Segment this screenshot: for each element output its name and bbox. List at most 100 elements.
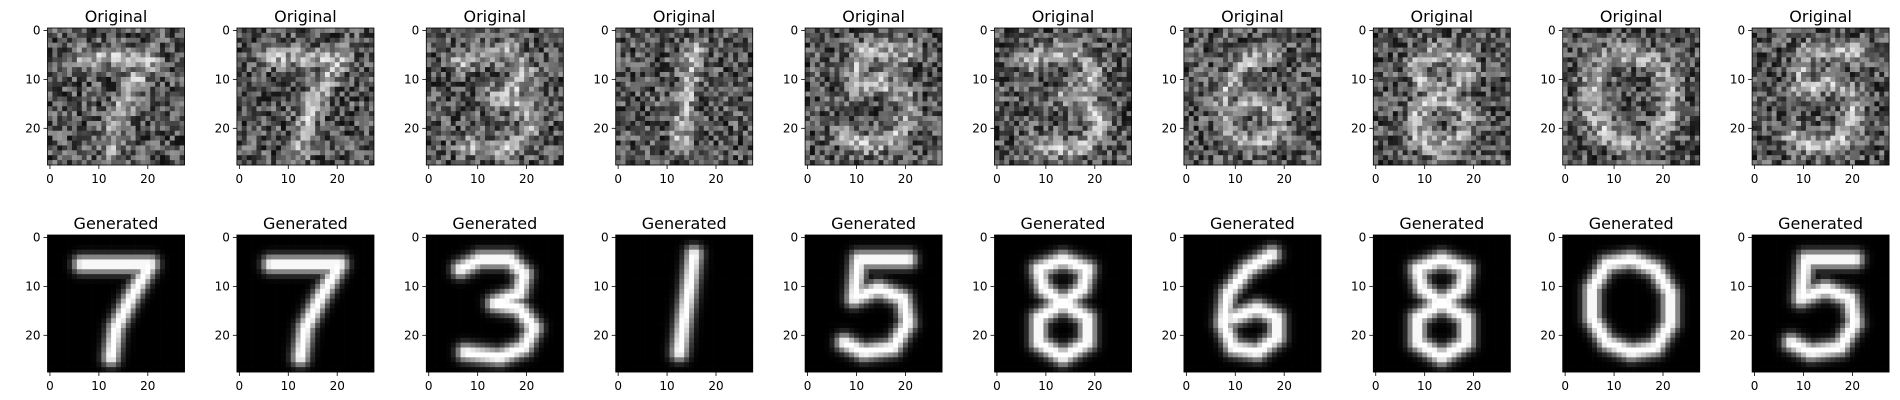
x-tick-label: 0 <box>804 172 812 186</box>
y-tick-label: 20 <box>972 328 987 342</box>
panel-title: Original <box>274 7 337 26</box>
y-tick-label: 20 <box>783 328 798 342</box>
x-tick-label: 0 <box>614 379 622 393</box>
panel-title: Original <box>1789 7 1852 26</box>
digit-image <box>1752 235 1890 373</box>
generated-panel-9: Generated 0 10 20 0 10 20 <box>1540 214 1701 393</box>
y-tick-label: 20 <box>1351 121 1366 135</box>
x-tick-label: 0 <box>1183 379 1191 393</box>
x-tick-label: 20 <box>1845 172 1860 186</box>
generated-panel-1: Generated 0 10 20 0 10 20 <box>25 214 185 393</box>
y-tick-label: 10 <box>215 279 230 293</box>
x-tick-label: 20 <box>1087 172 1102 186</box>
y-tick-label: 20 <box>593 328 608 342</box>
y-tick-label: 0 <box>1169 23 1177 37</box>
x-tick-label: 10 <box>470 379 485 393</box>
x-tick-label: 0 <box>993 379 1001 393</box>
panel-title: Generated <box>74 214 159 233</box>
y-tick-label: 10 <box>972 72 987 86</box>
digit-image <box>426 28 564 166</box>
y-tick-label: 20 <box>1730 121 1745 135</box>
x-tick-label: 20 <box>1277 172 1292 186</box>
original-panel-2: Original 0 10 20 0 10 20 <box>215 7 375 186</box>
x-tick-label: 0 <box>46 379 54 393</box>
y-tick-label: 0 <box>980 230 988 244</box>
y-tick-label: 0 <box>601 230 609 244</box>
y-tick-label: 10 <box>783 72 798 86</box>
digit-image <box>615 28 754 166</box>
panel-title: Original <box>1221 7 1284 26</box>
original-panel-8: Original 0 10 20 0 10 20 <box>1351 7 1511 186</box>
x-tick-label: 0 <box>1372 172 1380 186</box>
y-tick-label: 0 <box>790 23 798 37</box>
x-tick-label: 20 <box>519 379 534 393</box>
y-tick-label: 20 <box>1540 121 1555 135</box>
generated-panel-7: Generated 0 10 20 0 10 20 <box>1162 214 1322 393</box>
y-tick-label: 20 <box>215 328 230 342</box>
digit-image <box>805 235 943 373</box>
x-tick-label: 20 <box>1277 379 1292 393</box>
y-tick-label: 20 <box>1162 121 1177 135</box>
digit-image <box>426 235 564 373</box>
x-tick-label: 20 <box>708 379 723 393</box>
digit-image <box>1373 28 1511 166</box>
x-tick-label: 0 <box>1183 172 1191 186</box>
x-tick-label: 10 <box>281 172 296 186</box>
digit-image <box>1373 235 1511 373</box>
panel-title: Generated <box>1021 214 1106 233</box>
x-tick-label: 20 <box>140 379 155 393</box>
x-tick-label: 0 <box>425 172 433 186</box>
x-tick-label: 10 <box>1606 379 1621 393</box>
y-tick-label: 20 <box>1730 328 1745 342</box>
y-tick-label: 0 <box>1737 230 1745 244</box>
x-tick-label: 20 <box>898 172 913 186</box>
panel-title: Generated <box>452 214 537 233</box>
generated-panel-4: Generated 0 10 20 0 10 20 <box>593 214 754 393</box>
generated-panel-5: Generated 0 10 20 0 10 20 <box>783 214 943 393</box>
panel-title: Original <box>463 7 526 26</box>
y-tick-label: 0 <box>1169 230 1177 244</box>
panel-title: Generated <box>1589 214 1674 233</box>
x-tick-label: 0 <box>614 172 622 186</box>
x-tick-label: 10 <box>659 379 674 393</box>
digit-image <box>236 28 375 166</box>
x-tick-label: 10 <box>281 379 296 393</box>
x-tick-label: 20 <box>1845 379 1860 393</box>
x-tick-label: 10 <box>1228 172 1243 186</box>
y-tick-label: 20 <box>972 121 987 135</box>
x-tick-label: 0 <box>1372 379 1380 393</box>
digit-image <box>47 235 185 373</box>
y-tick-label: 0 <box>412 230 420 244</box>
y-tick-label: 10 <box>593 279 608 293</box>
x-tick-label: 0 <box>236 172 244 186</box>
x-tick-label: 20 <box>1466 172 1481 186</box>
y-tick-label: 0 <box>1359 23 1367 37</box>
y-tick-label: 10 <box>1351 279 1366 293</box>
x-tick-label: 0 <box>1561 379 1569 393</box>
x-tick-label: 10 <box>1606 172 1621 186</box>
y-tick-label: 20 <box>404 121 419 135</box>
y-tick-label: 0 <box>790 230 798 244</box>
y-tick-label: 0 <box>222 230 230 244</box>
y-tick-label: 0 <box>1548 23 1556 37</box>
y-tick-label: 10 <box>1162 279 1177 293</box>
y-tick-label: 20 <box>1162 328 1177 342</box>
y-tick-label: 20 <box>1540 328 1555 342</box>
y-tick-label: 20 <box>25 121 40 135</box>
y-tick-label: 10 <box>972 279 987 293</box>
x-tick-label: 20 <box>708 172 723 186</box>
y-tick-label: 0 <box>601 23 609 37</box>
x-tick-label: 10 <box>1417 379 1432 393</box>
original-panel-9: Original 0 10 20 0 10 20 <box>1540 7 1701 186</box>
generated-panel-10: Generated 0 10 20 0 10 20 <box>1730 214 1890 393</box>
x-tick-label: 20 <box>330 172 345 186</box>
x-tick-label: 10 <box>1417 172 1432 186</box>
digit-image <box>236 235 375 373</box>
digit-image <box>1562 28 1701 166</box>
y-tick-label: 10 <box>1162 72 1177 86</box>
y-tick-label: 10 <box>1730 72 1745 86</box>
y-tick-label: 0 <box>33 23 41 37</box>
panel-title: Original <box>85 7 148 26</box>
x-tick-label: 20 <box>519 172 534 186</box>
y-tick-label: 20 <box>25 328 40 342</box>
